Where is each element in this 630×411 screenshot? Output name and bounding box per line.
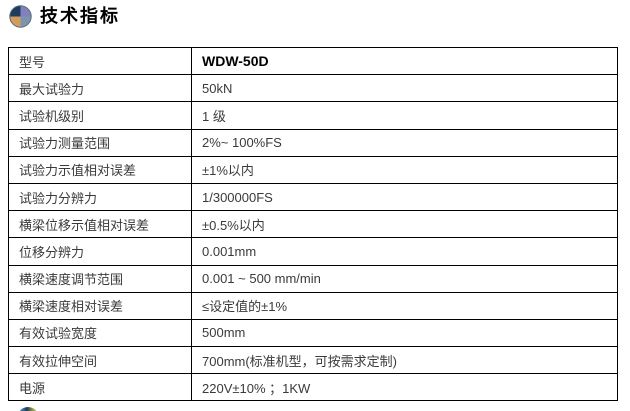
spec-label: 试验力示值相对误差 — [8, 155, 192, 184]
spec-label: 横梁速度调节范围 — [8, 264, 192, 293]
table-row: 有效拉伸空间 700mm(标准机型，可按需求定制) — [8, 346, 618, 375]
spec-label: 横梁位移示值相对误差 — [8, 210, 192, 239]
spec-value: 220V±10% ；1KW — [191, 373, 618, 402]
spec-label: 有效拉伸空间 — [8, 346, 192, 375]
spec-value: ≤设定值的±1% — [191, 291, 618, 320]
table-row: 有效试验宽度 500mm — [8, 318, 618, 348]
section-header: 技术指标 — [9, 5, 120, 28]
spec-value: 50kN — [191, 74, 618, 103]
spec-value: 2%~ 100%FS — [191, 128, 618, 157]
spec-label: 型号 — [8, 46, 192, 76]
spec-label: 位移分辨力 — [8, 237, 192, 266]
table-row: 位移分辨力 0.001mm — [8, 237, 618, 266]
table-row: 横梁位移示值相对误差 ±0.5%以内 — [8, 210, 618, 239]
spec-value: 700mm(标准机型，可按需求定制) — [191, 346, 618, 375]
spec-label: 最大试验力 — [8, 74, 192, 103]
spec-label: 试验机级别 — [8, 101, 192, 130]
spec-table: 型号 WDW-50D 最大试验力 50kN 试验机级别 1 级试验力测量范围 2%~ 100… — [8, 46, 618, 402]
table-row: 横梁速度调节范围 0.001 ~ 500 mm/min — [8, 264, 618, 293]
table-row: 试验力示值相对误差 ±1%以内 — [8, 155, 618, 184]
spec-label: 横梁速度相对误差 — [8, 291, 192, 320]
spec-label: 有效试验宽度 — [8, 318, 192, 348]
spec-value: 1 级 — [191, 101, 618, 130]
table-row: 最大试验力 50kN — [8, 74, 618, 103]
spec-value: 1/300000FS — [191, 182, 618, 212]
spec-value: 500mm — [191, 318, 618, 348]
table-row: 横梁速度相对误差 ≤设定值的±1% — [8, 291, 618, 320]
spec-value: ±1%以内 — [191, 155, 618, 184]
table-row: 电源 220V±10% ；1KW — [8, 373, 618, 402]
spec-label: 电源 — [8, 373, 192, 402]
spec-value: ±0.5%以内 — [191, 210, 618, 239]
table-row: 试验力分辨力 1/300000FS — [8, 182, 618, 212]
spec-value: 0.001mm — [191, 237, 618, 266]
spec-label: 试验力分辨力 — [8, 182, 192, 212]
spec-table-body: 型号 WDW-50D 最大试验力 50kN 试验机级别 1 级试验力测量范围 2%~ 100… — [8, 46, 618, 402]
spec-value: 0.001 ~ 500 mm/min — [191, 264, 618, 293]
table-row: 型号 WDW-50D — [8, 46, 618, 76]
next-section-pie-sphere-icon — [17, 407, 39, 411]
table-row: 试验力测量范围 2%~ 100%FS — [8, 128, 618, 157]
pie-sphere-icon — [9, 5, 32, 28]
spec-label: 试验力测量范围 — [8, 128, 192, 157]
table-row: 试验机级别 1 级 — [8, 101, 618, 130]
spec-value: WDW-50D — [191, 46, 618, 76]
section-title: 技术指标 — [40, 6, 120, 26]
